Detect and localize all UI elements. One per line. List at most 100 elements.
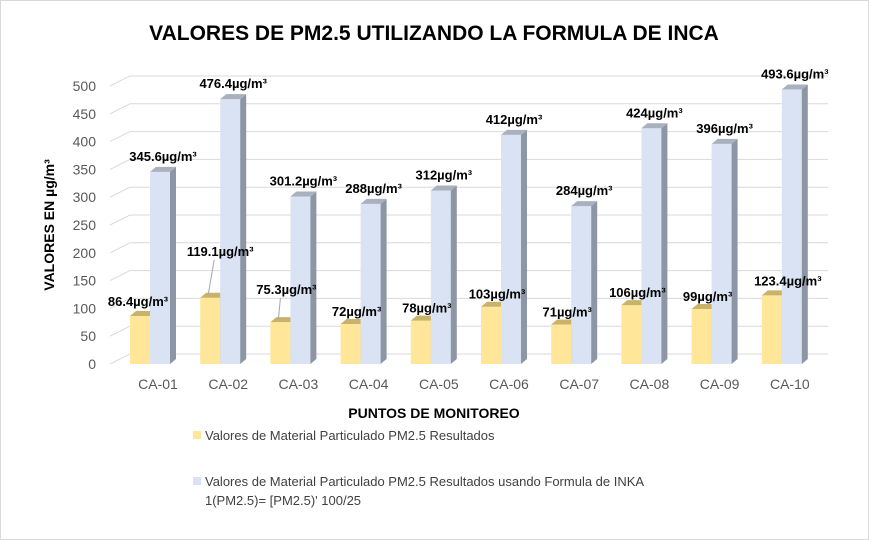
bar-series2-CA-10-side <box>801 84 808 364</box>
gridline-depth <box>109 75 131 87</box>
bar-series1-CA-02-top <box>200 292 227 298</box>
bar-series2-CA-01 <box>150 166 176 364</box>
bar-series2-CA-02 <box>220 94 247 365</box>
bar-series2-CA-08 <box>641 123 668 364</box>
bar-series2-CA-03-side <box>310 191 317 364</box>
bar-series2-CA-07-top <box>571 201 598 207</box>
data-label-series1: 78µg/m³ <box>402 301 452 316</box>
gridline-depth <box>109 131 131 143</box>
gridline-depth <box>109 103 131 115</box>
y-tick-label: 300 <box>73 189 97 205</box>
bar-series1-CA-06-top <box>481 301 507 307</box>
bar-series1-CA-09-top <box>691 303 718 309</box>
data-label-series1: 72µg/m³ <box>332 304 382 319</box>
legend-swatch-series-2 <box>193 477 201 485</box>
data-label-series2: 476.4µg/m³ <box>199 76 267 91</box>
bar-series2-CA-02-top <box>220 94 247 100</box>
data-label-series1: 99µg/m³ <box>683 289 733 304</box>
bar-series1-CA-10-top <box>761 290 788 296</box>
bar-series2-CA-08-front <box>641 128 662 364</box>
y-tick-label: 50 <box>80 328 96 344</box>
data-label-series2: 312µg/m³ <box>415 168 472 183</box>
leader-line <box>207 259 215 295</box>
y-tick-label: 250 <box>73 217 97 233</box>
legend-item-series-2[interactable]: Valores de Material Particulado PM2.5 Re… <box>193 474 644 508</box>
x-tick-label: CA-09 <box>700 376 740 392</box>
bar-series2-CA-04-front <box>360 203 381 364</box>
bar-series1-CA-08-top <box>621 300 648 306</box>
bar-series2-CA-03 <box>290 191 317 364</box>
x-tick-label: CA-02 <box>208 376 248 392</box>
x-tick-label: CA-04 <box>349 376 389 392</box>
gridline-depth <box>109 158 131 170</box>
bar-series2-CA-09 <box>711 138 738 364</box>
bar-series2-CA-10 <box>781 84 808 364</box>
legend-label-series-2: Valores de Material Particulado PM2.5 Re… <box>205 474 644 489</box>
data-label-series2: 412µg/m³ <box>486 112 543 127</box>
data-label-series1: 86.4µg/m³ <box>108 294 169 309</box>
x-axis-ticks: CA-01 CA-02 CA-03 CA-04 CA-05 CA-06 CA-07 CA-08… <box>138 376 810 392</box>
bar-series1-CA-10-front <box>761 295 782 364</box>
x-tick-label: CA-05 <box>419 376 459 392</box>
bar-series2-CA-07-front <box>571 206 592 364</box>
y-axis-ticks: 0 50 100 150 200 250 300 350 400 450 500 <box>73 78 97 372</box>
gridline-depth <box>109 242 131 254</box>
data-label-series2: 396µg/m³ <box>696 121 753 136</box>
bar-series1-CA-05-front <box>410 320 431 364</box>
data-label-series1: 71µg/m³ <box>542 305 592 320</box>
bar-series2-CA-08-side <box>661 123 668 364</box>
bar-series2-CA-03-top <box>290 191 317 197</box>
bars <box>130 84 808 365</box>
chart-title: VALORES DE PM2.5 UTILIZANDO LA FORMULA D… <box>149 22 719 45</box>
bar-series1-CA-07-front <box>551 324 572 364</box>
bar-series1-CA-05-top <box>410 315 437 321</box>
data-label-series1: 75.3µg/m³ <box>256 282 317 297</box>
bar-series1-CA-08-front <box>621 305 642 364</box>
data-label-series1: 123.4µg/m³ <box>754 273 822 288</box>
bar-series2-CA-05 <box>430 185 457 364</box>
bar-series1-CA-09-front <box>691 308 712 364</box>
legend-swatch-series-1 <box>193 431 201 439</box>
bar-series1-CA-02-front <box>200 297 221 364</box>
bar-series2-CA-07-side <box>591 201 598 364</box>
gridline-depth <box>109 214 131 226</box>
data-label-series2: 288µg/m³ <box>345 181 402 196</box>
leader-lines <box>207 259 281 320</box>
bar-series2-CA-06 <box>501 129 527 364</box>
bar-series2-CA-06-top <box>501 129 527 135</box>
bar-series1-CA-03-top <box>270 317 297 323</box>
bar-series2-CA-06-front <box>501 134 521 364</box>
bar-series1-CA-01-front <box>130 315 150 364</box>
bar-series2-CA-01-front <box>150 171 170 364</box>
data-label-series1: 119.1µg/m³ <box>187 244 254 259</box>
bar-series2-CA-09-top <box>711 138 738 144</box>
bar-series2-CA-05-front <box>430 190 451 364</box>
x-tick-label: CA-06 <box>489 376 529 392</box>
legend: Valores de Material Particulado PM2.5 Re… <box>193 428 644 508</box>
x-tick-label: CA-01 <box>138 376 178 392</box>
legend-label-series-1: Valores de Material Particulado PM2.5 Re… <box>205 428 495 443</box>
y-axis-title: VALORES EN µg/m³ <box>41 159 57 291</box>
legend-item-series-1[interactable]: Valores de Material Particulado PM2.5 Re… <box>193 428 495 443</box>
legend-label-series-2-line2: 1(PM2.5)= [PM2.5)' 100/25 <box>205 493 361 508</box>
y-tick-label: 450 <box>73 106 97 122</box>
y-tick-label: 400 <box>73 134 97 150</box>
leader-line <box>277 298 281 320</box>
data-label-series2: 345.6µg/m³ <box>129 149 197 164</box>
data-label-series2: 493.6µg/m³ <box>761 67 829 82</box>
x-tick-label: CA-07 <box>559 376 599 392</box>
data-label-series2: 424µg/m³ <box>626 105 683 120</box>
bar-series1-CA-04-front <box>340 323 361 364</box>
gridline-depth <box>109 186 131 198</box>
bar-series2-CA-10-top <box>781 84 808 90</box>
data-label-series2: 284µg/m³ <box>556 183 613 198</box>
bar-series2-CA-10-front <box>781 89 802 364</box>
bar-series2-CA-08-top <box>641 123 668 129</box>
data-label-series1: 103µg/m³ <box>469 287 526 302</box>
gridline-depth <box>109 353 131 365</box>
gridline-depth <box>109 297 131 309</box>
bar-series2-CA-04 <box>360 198 387 364</box>
bar-series1-CA-03-front <box>270 322 291 364</box>
bar-series1-CA-01-top <box>130 310 156 316</box>
bar-series2-CA-05-top <box>430 185 457 191</box>
